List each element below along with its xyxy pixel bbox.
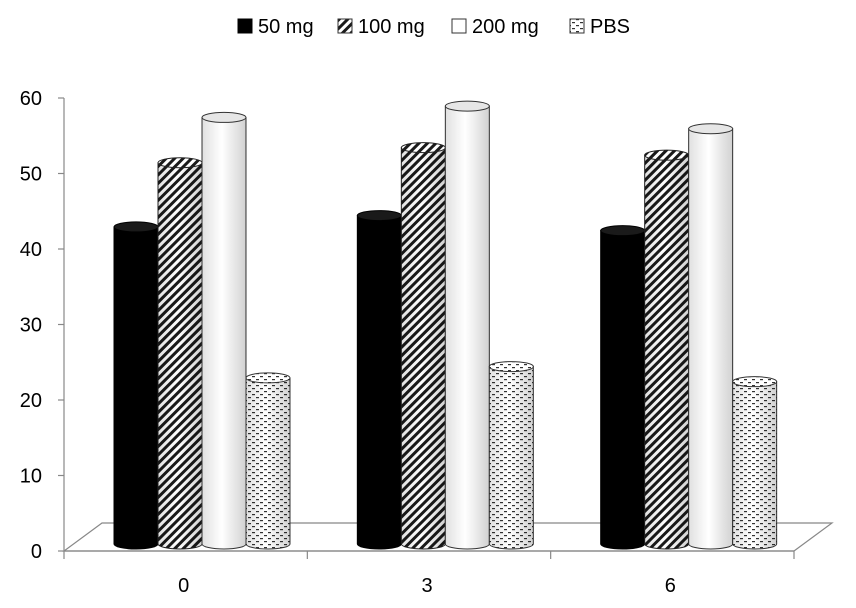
legend: 50 mg 100 mg 200 mg PBS xyxy=(237,16,630,38)
bar xyxy=(644,149,690,550)
y-tick-label: 0 xyxy=(31,541,42,563)
bar xyxy=(688,123,734,550)
bar xyxy=(600,225,646,550)
x-tick-label: 0 xyxy=(178,575,189,597)
bar xyxy=(245,372,291,550)
legend-swatch xyxy=(237,18,253,34)
bars xyxy=(113,100,778,550)
bar xyxy=(157,157,203,550)
bar xyxy=(444,100,490,550)
legend-item: 50 mg xyxy=(237,16,314,38)
legend-item: PBS xyxy=(569,16,630,38)
x-axis: 0 3 6 xyxy=(63,551,795,597)
legend-item: 100 mg xyxy=(337,16,425,38)
bar xyxy=(400,142,446,550)
legend-label: PBS xyxy=(590,16,630,38)
x-tick-label: 3 xyxy=(421,575,432,597)
legend-label: 200 mg xyxy=(472,16,539,38)
legend-swatch xyxy=(337,18,353,34)
x-tick-label: 6 xyxy=(665,575,676,597)
y-tick-label: 60 xyxy=(20,88,42,110)
y-tick-label: 20 xyxy=(20,390,42,412)
legend-label: 50 mg xyxy=(258,16,314,38)
bar xyxy=(201,111,247,550)
y-tick-label: 50 xyxy=(20,164,42,186)
y-axis: 0 10 20 30 40 50 60 xyxy=(20,88,64,563)
legend-swatch xyxy=(569,18,585,34)
legend-swatch xyxy=(451,18,467,34)
bar xyxy=(732,376,778,550)
legend-item: 200 mg xyxy=(451,16,539,38)
legend-label: 100 mg xyxy=(358,16,425,38)
bar xyxy=(113,221,159,550)
y-tick-label: 40 xyxy=(20,239,42,261)
y-tick-label: 30 xyxy=(20,315,42,337)
bar xyxy=(356,210,402,550)
bar xyxy=(488,361,534,550)
y-tick-label: 10 xyxy=(20,466,42,488)
